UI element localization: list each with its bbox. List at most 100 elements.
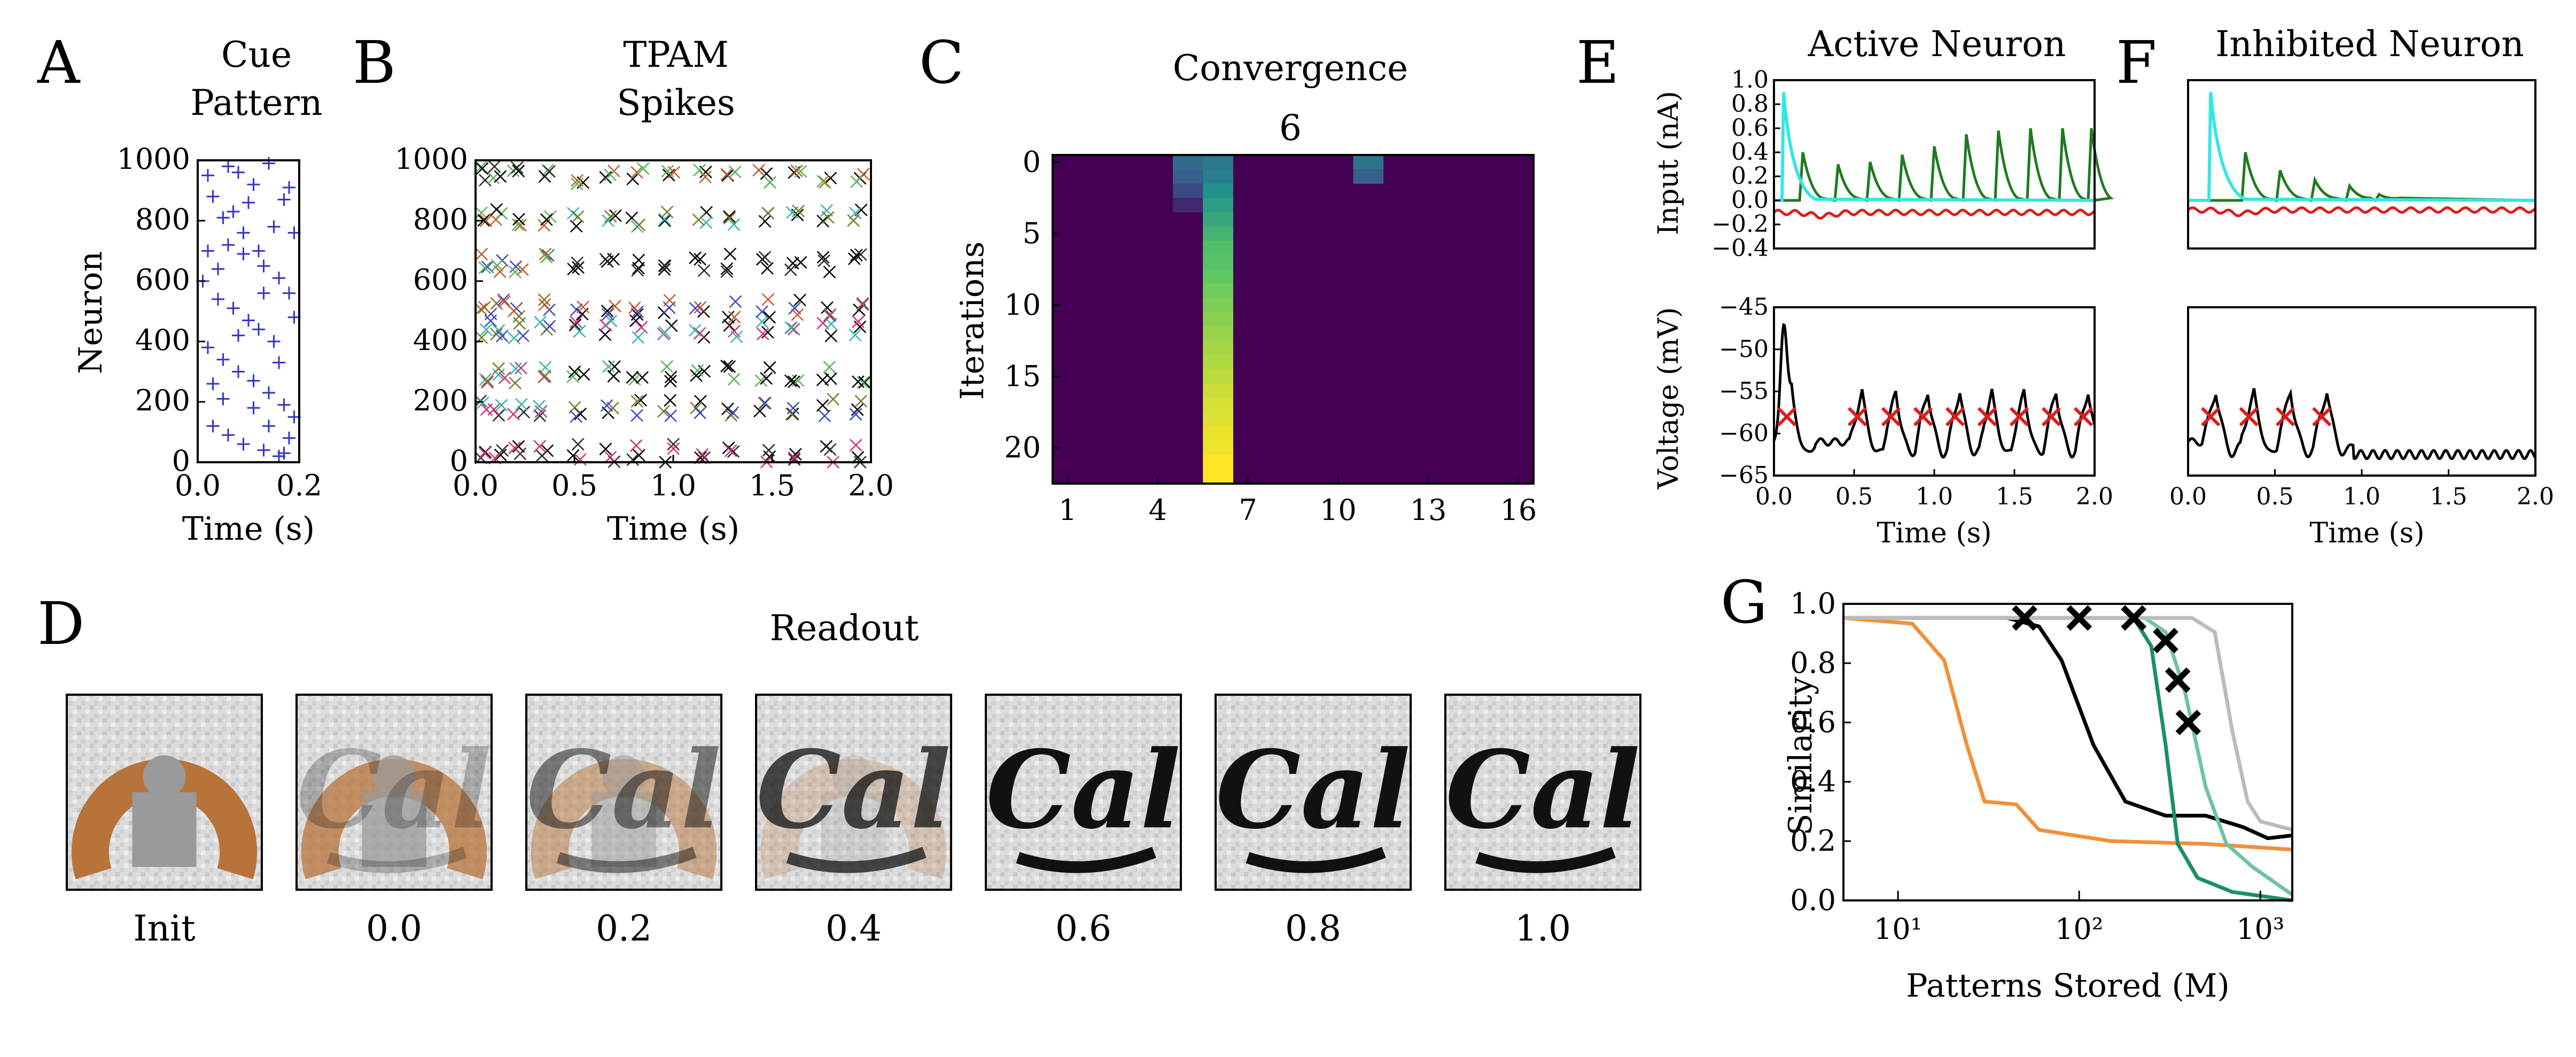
input-cyan-trace	[2188, 92, 2536, 202]
readout-label: 0.0	[366, 908, 422, 949]
spike-marker	[721, 310, 735, 324]
x-tick-label: 16	[1500, 493, 1537, 527]
spike-marker	[475, 247, 488, 261]
spike-marker	[850, 248, 863, 262]
y-tick-label: −0.2	[1711, 211, 1769, 238]
spike-marker	[508, 441, 521, 454]
spike-marker	[763, 310, 776, 324]
heatmap-cell	[1353, 169, 1384, 184]
heatmap-cell	[1203, 426, 1233, 441]
panel-f-xlabel: Time (s)	[2309, 517, 2424, 549]
spike-marker	[856, 297, 869, 310]
spike-marker	[854, 248, 867, 261]
spike-marker	[792, 204, 805, 217]
readout-figure-body	[132, 792, 197, 867]
spike-marker	[762, 444, 775, 457]
spike-marker	[723, 212, 736, 225]
y-tick-label: 0	[450, 444, 468, 478]
x-tick-label: 0.0	[453, 469, 499, 502]
spike-marker	[658, 213, 671, 226]
spike-marker	[601, 304, 614, 317]
heatmap-cell	[1203, 369, 1233, 384]
spike-marker	[569, 318, 582, 332]
spike-marker	[631, 305, 644, 318]
spike-marker	[764, 176, 776, 189]
voltage-trace	[1772, 323, 2096, 459]
x-tick-label: 0.0	[1755, 483, 1793, 510]
spike-marker	[631, 264, 644, 277]
spike-marker	[488, 160, 501, 173]
x-tick-label: 1.5	[749, 469, 795, 502]
cue-marker	[222, 238, 235, 252]
x-tick-label: 1.5	[2430, 483, 2468, 510]
y-tick-label: 5	[1023, 216, 1041, 250]
cue-marker	[277, 193, 291, 206]
readout-frame	[755, 694, 952, 891]
readout-label: Init	[133, 908, 195, 949]
spike-marker	[724, 444, 737, 457]
y-tick-label: 20	[1004, 431, 1041, 464]
panel-d: Readout Cal Init Cal 0.0 Cal 0.2 Cal 0.4 Cal 0.6 C…	[66, 608, 1641, 949]
spike-marker	[602, 214, 614, 227]
spike-marker	[540, 251, 553, 263]
spike-marker	[725, 409, 738, 422]
spike-marker	[758, 215, 772, 228]
cue-marker	[237, 226, 250, 239]
readout-figure-head	[143, 755, 186, 798]
spike-marker	[568, 365, 581, 378]
spike-marker	[517, 329, 530, 343]
spike-marker	[818, 254, 830, 267]
spike-marker	[604, 314, 618, 328]
readout-cal-underline	[1475, 846, 1616, 873]
spike-marker	[756, 305, 768, 318]
spike-marker	[601, 308, 614, 321]
cue-marker	[277, 447, 291, 460]
spike-marker	[847, 214, 860, 227]
spike-marker	[490, 297, 503, 310]
spike-cross	[1881, 407, 1901, 426]
cue-marker	[232, 166, 245, 179]
spike-marker	[699, 170, 712, 184]
spike-marker	[632, 331, 645, 344]
spike-marker	[850, 175, 863, 188]
y-tick-label: −60	[1719, 419, 1769, 447]
spike-marker	[816, 251, 830, 264]
spike-marker	[723, 247, 737, 261]
panel-e-xlabel: Time (s)	[1877, 517, 1991, 549]
spike-marker	[726, 406, 740, 419]
spike-marker	[474, 302, 487, 316]
spike-marker	[658, 326, 672, 339]
spike-marker	[784, 374, 797, 387]
panel-c-title: Convergence	[1173, 48, 1408, 89]
spike-marker	[533, 440, 546, 453]
readout-figure-body	[821, 792, 886, 867]
voltage-trace	[2186, 388, 2537, 461]
spike-marker	[823, 361, 836, 374]
x-tick-label: 0.0	[175, 469, 221, 502]
spike-marker	[479, 323, 493, 336]
input-green-trace	[1774, 128, 2114, 203]
y-tick-label: −55	[1719, 378, 1769, 405]
spike-marker	[730, 330, 743, 344]
spike-marker	[857, 376, 869, 389]
cue-marker	[257, 444, 270, 457]
readout-frame	[985, 694, 1182, 891]
spike-cross	[2201, 407, 2221, 426]
spike-marker	[492, 324, 505, 337]
cue-marker	[277, 398, 291, 411]
spike-marker	[667, 438, 680, 451]
spike-marker	[487, 403, 501, 416]
readout-cal-underline	[556, 846, 697, 873]
readout-cal-text: Cal	[756, 727, 951, 853]
spike-cross	[2073, 407, 2094, 426]
spike-marker	[512, 440, 525, 453]
spike-marker	[599, 171, 612, 184]
heatmap-cell	[1203, 269, 1233, 284]
panel-e-voltage-ylabel: Voltage (mV)	[1653, 307, 1685, 490]
x-tick-label: 2.0	[2517, 483, 2554, 510]
heatmap-cell	[1203, 283, 1233, 298]
spike-marker	[699, 216, 713, 229]
spike-marker	[572, 261, 585, 274]
spike-marker	[543, 165, 556, 178]
spike-marker	[495, 207, 508, 220]
